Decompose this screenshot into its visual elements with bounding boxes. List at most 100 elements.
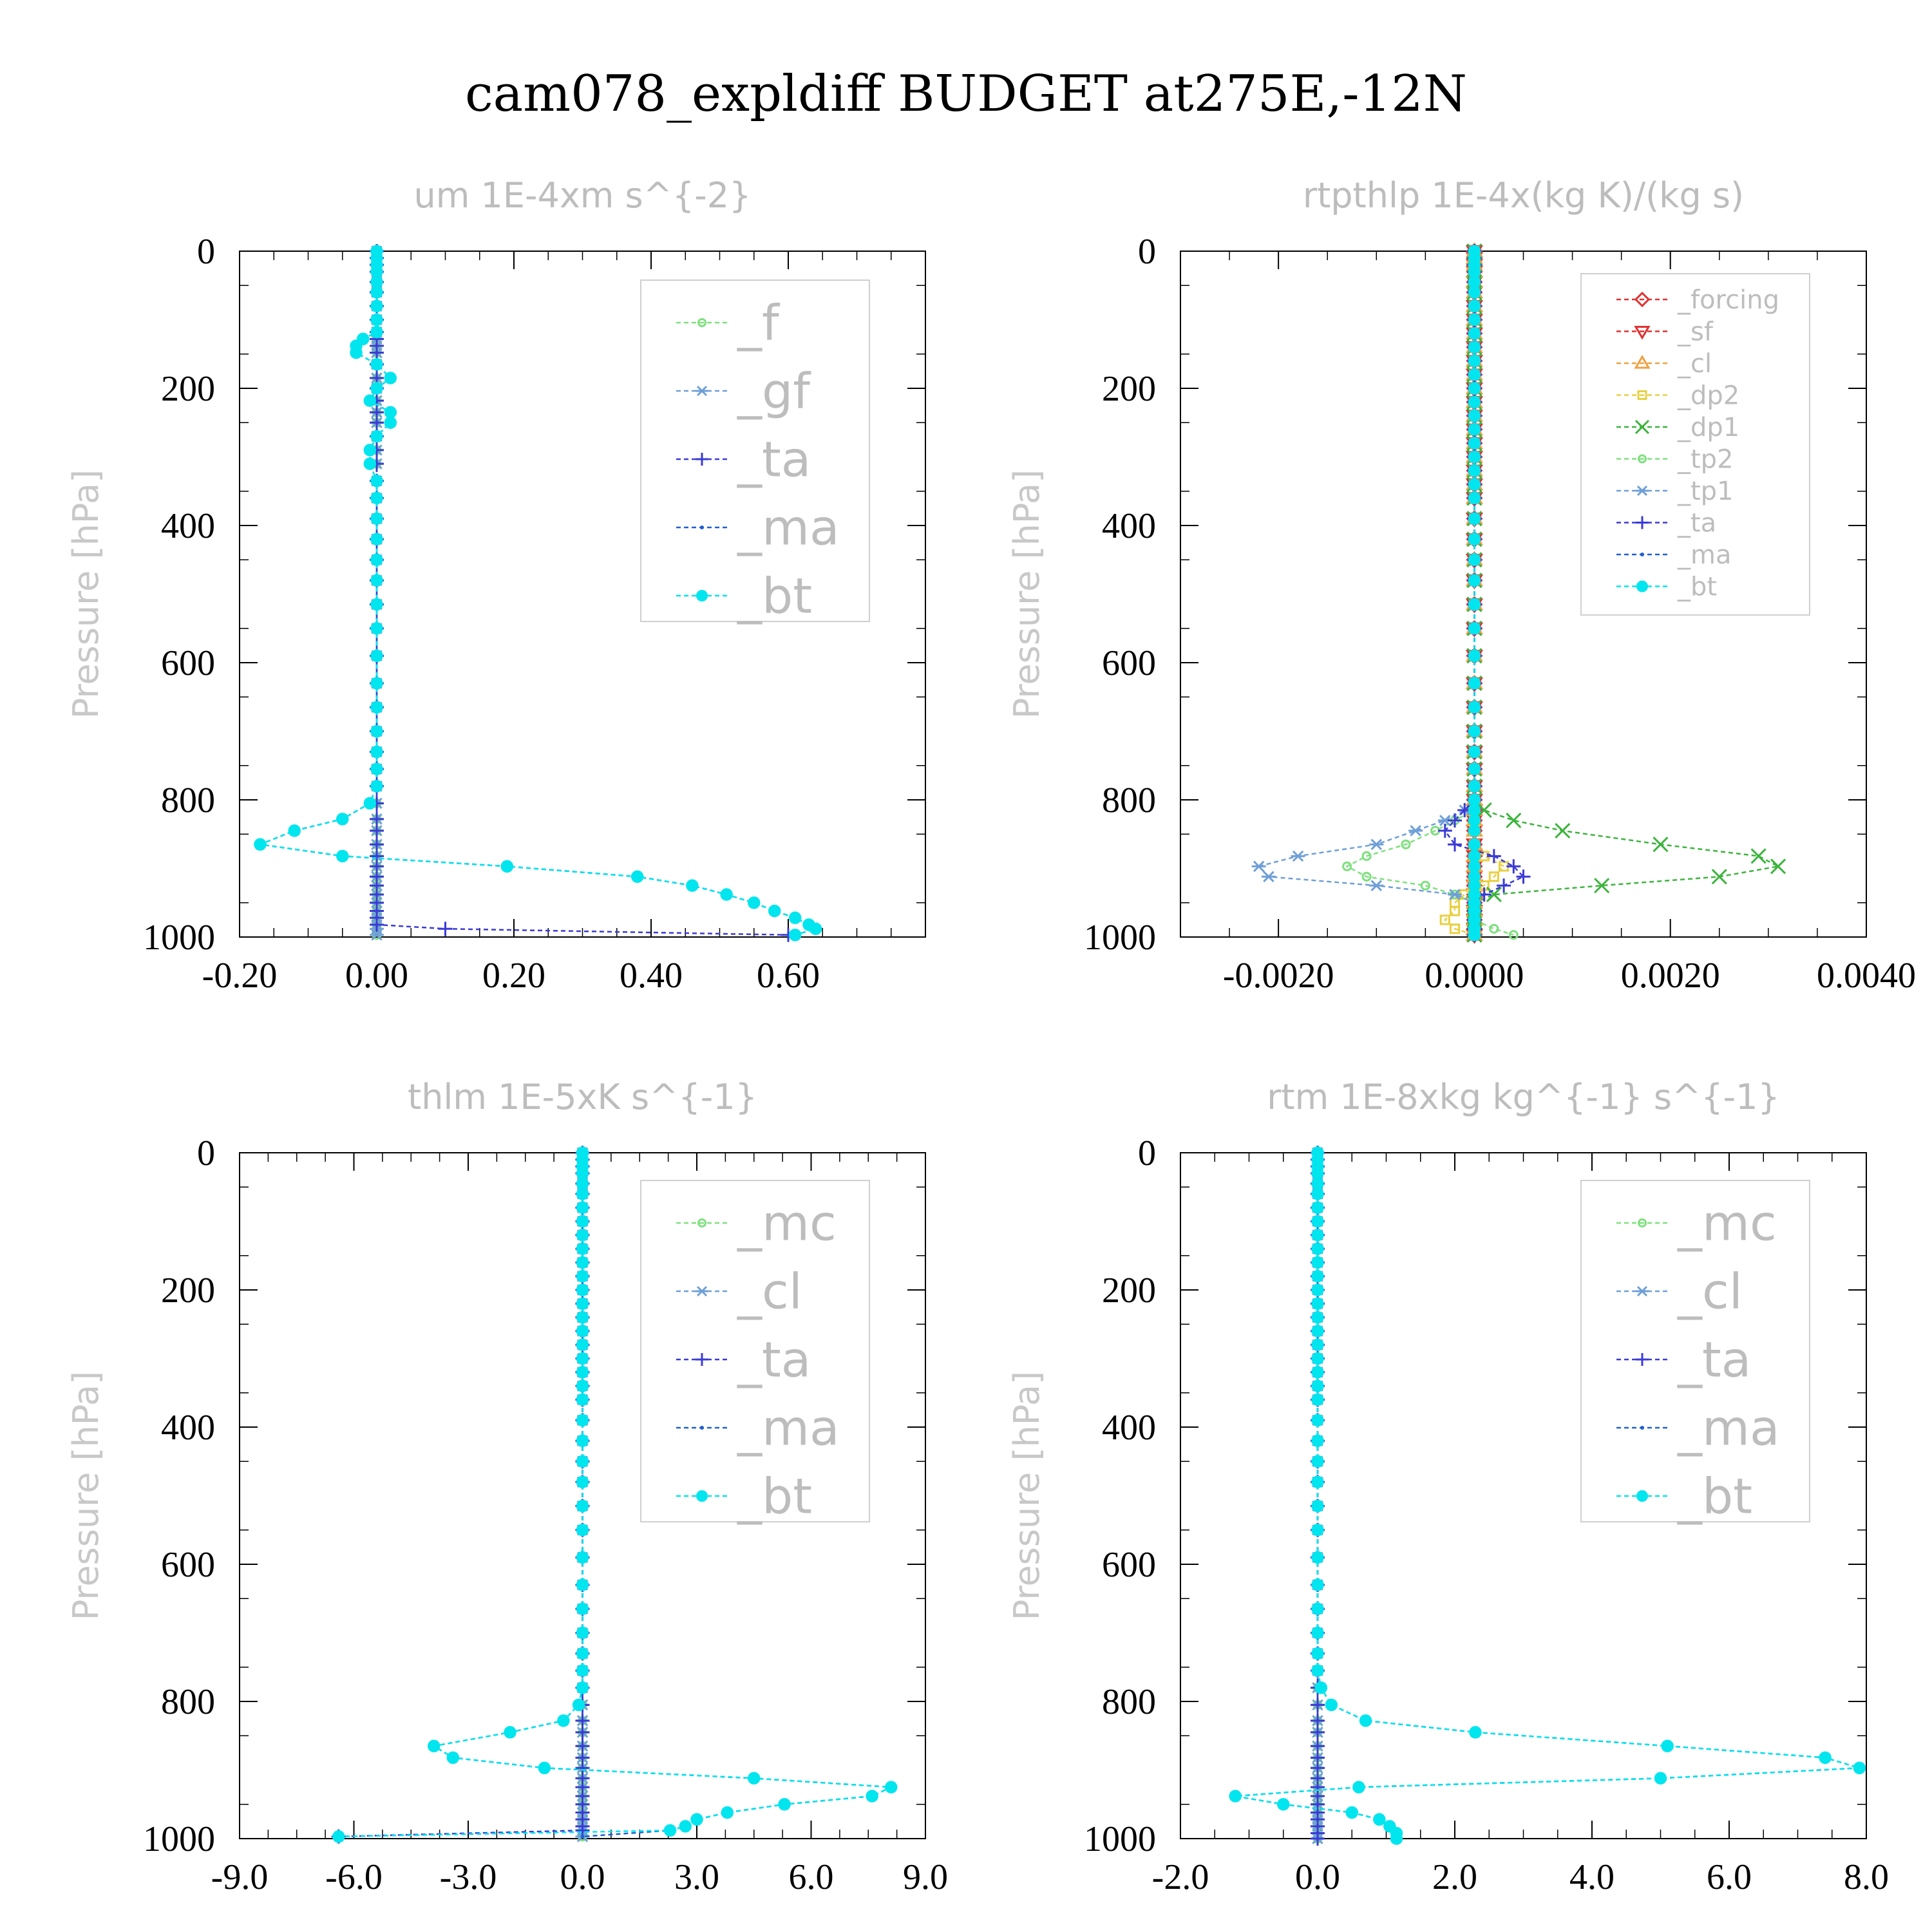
data-point [1311,1338,1324,1351]
data-point [363,444,377,457]
data-point [1373,1813,1386,1826]
data-point [1711,869,1727,885]
series-line [1257,251,1475,935]
data-point [1468,395,1481,409]
y-axis-label: Pressure [hPa] [66,469,106,719]
legend-label: _dp1 [1677,413,1739,442]
legend-label: _cl [1677,1263,1743,1320]
data-point [446,1751,460,1765]
x-tick-label: 0.0020 [1621,956,1720,996]
data-point [1468,382,1481,395]
data-point [576,1455,589,1468]
data-point [1291,850,1305,862]
series-bt [254,245,822,942]
data-point [1468,299,1481,312]
legend-label: _ta [737,1331,811,1388]
data-point [1420,880,1430,891]
data-point [1468,276,1481,289]
data-point [1468,904,1481,918]
data-point [1311,1269,1324,1283]
data-point [1468,512,1481,526]
data-point [748,1772,761,1785]
data-point [576,1499,589,1513]
data-point [370,357,383,371]
data-point [630,870,644,884]
y-tick-label: 200 [161,369,215,409]
data-point [686,879,699,892]
data-point [1468,677,1481,690]
data-point [1486,886,1502,903]
data-point [538,1761,551,1775]
data-point [1468,913,1481,927]
data-point [1361,871,1372,882]
data-point [1476,802,1492,819]
data-point [576,1551,589,1564]
data-point [1325,1698,1338,1712]
x-tick-label: 0.0 [560,1857,605,1897]
data-point [557,1714,570,1727]
data-point [370,929,384,941]
data-point [370,325,383,339]
data-point [576,1269,589,1283]
x-tick-label: 9.0 [903,1857,948,1897]
data-point [1468,574,1481,587]
data-point [1468,870,1481,884]
y-axis-label: Pressure [hPa] [66,1371,106,1620]
data-point [1468,553,1481,566]
data-point [1468,450,1481,464]
legend-label: _gf [737,363,811,420]
legend-label: _ta [1677,509,1716,538]
data-point [1468,533,1481,546]
legend-label: _dp2 [1677,381,1739,411]
legend-marker [696,590,708,601]
legend-marker [1640,553,1644,556]
data-point [1311,1311,1324,1324]
data-point [370,430,383,443]
legend: _mc _cl _ta _ma _bt [1580,1180,1810,1525]
data-point [1468,368,1481,381]
data-point [1468,313,1481,327]
data-point [1750,848,1766,864]
data-point [1311,1647,1324,1660]
data-point [788,929,802,942]
y-tick-label: 0 [197,1133,215,1173]
data-point [370,779,383,793]
y-tick-label: 200 [161,1271,215,1311]
data-point [1277,1798,1290,1811]
data-point [1468,762,1481,775]
data-point [1468,649,1481,663]
data-point [576,1201,589,1214]
legend-marker [1636,516,1649,529]
data-point [1468,491,1481,505]
legend-label: _cl [737,1263,802,1320]
data-point [1506,812,1522,829]
data-point [576,1578,589,1591]
y-tick-label: 800 [1102,781,1156,820]
data-point [1468,423,1481,436]
y-tick-label: 400 [1102,1408,1156,1448]
legend-marker [697,318,706,327]
legend-label: _mc [737,1195,837,1252]
legend-label: _bt [1677,1468,1752,1525]
data-point [1468,804,1481,817]
series-line [338,1153,583,1838]
y-tick-label: 200 [1102,1271,1156,1311]
y-tick-label: 600 [161,643,215,683]
series-tp2 [1342,246,1519,940]
legend: _mc _cl _ta _ma _bt [640,1180,870,1525]
data-point [576,1338,589,1351]
series-bt [332,1146,898,1843]
legend-label: _ta [737,431,811,488]
data-point [1448,813,1462,828]
x-tick-label: 6.0 [789,1857,834,1897]
data-point [1468,354,1481,368]
legend-box [640,279,870,622]
data-point [1361,851,1372,861]
y-tick-label: 1000 [1084,918,1156,958]
data-point [576,1352,589,1365]
y-tick-label: 600 [1102,643,1156,683]
data-point [576,1325,589,1338]
x-tick-label: 4.0 [1569,1857,1615,1897]
legend-marker [1636,1285,1649,1297]
